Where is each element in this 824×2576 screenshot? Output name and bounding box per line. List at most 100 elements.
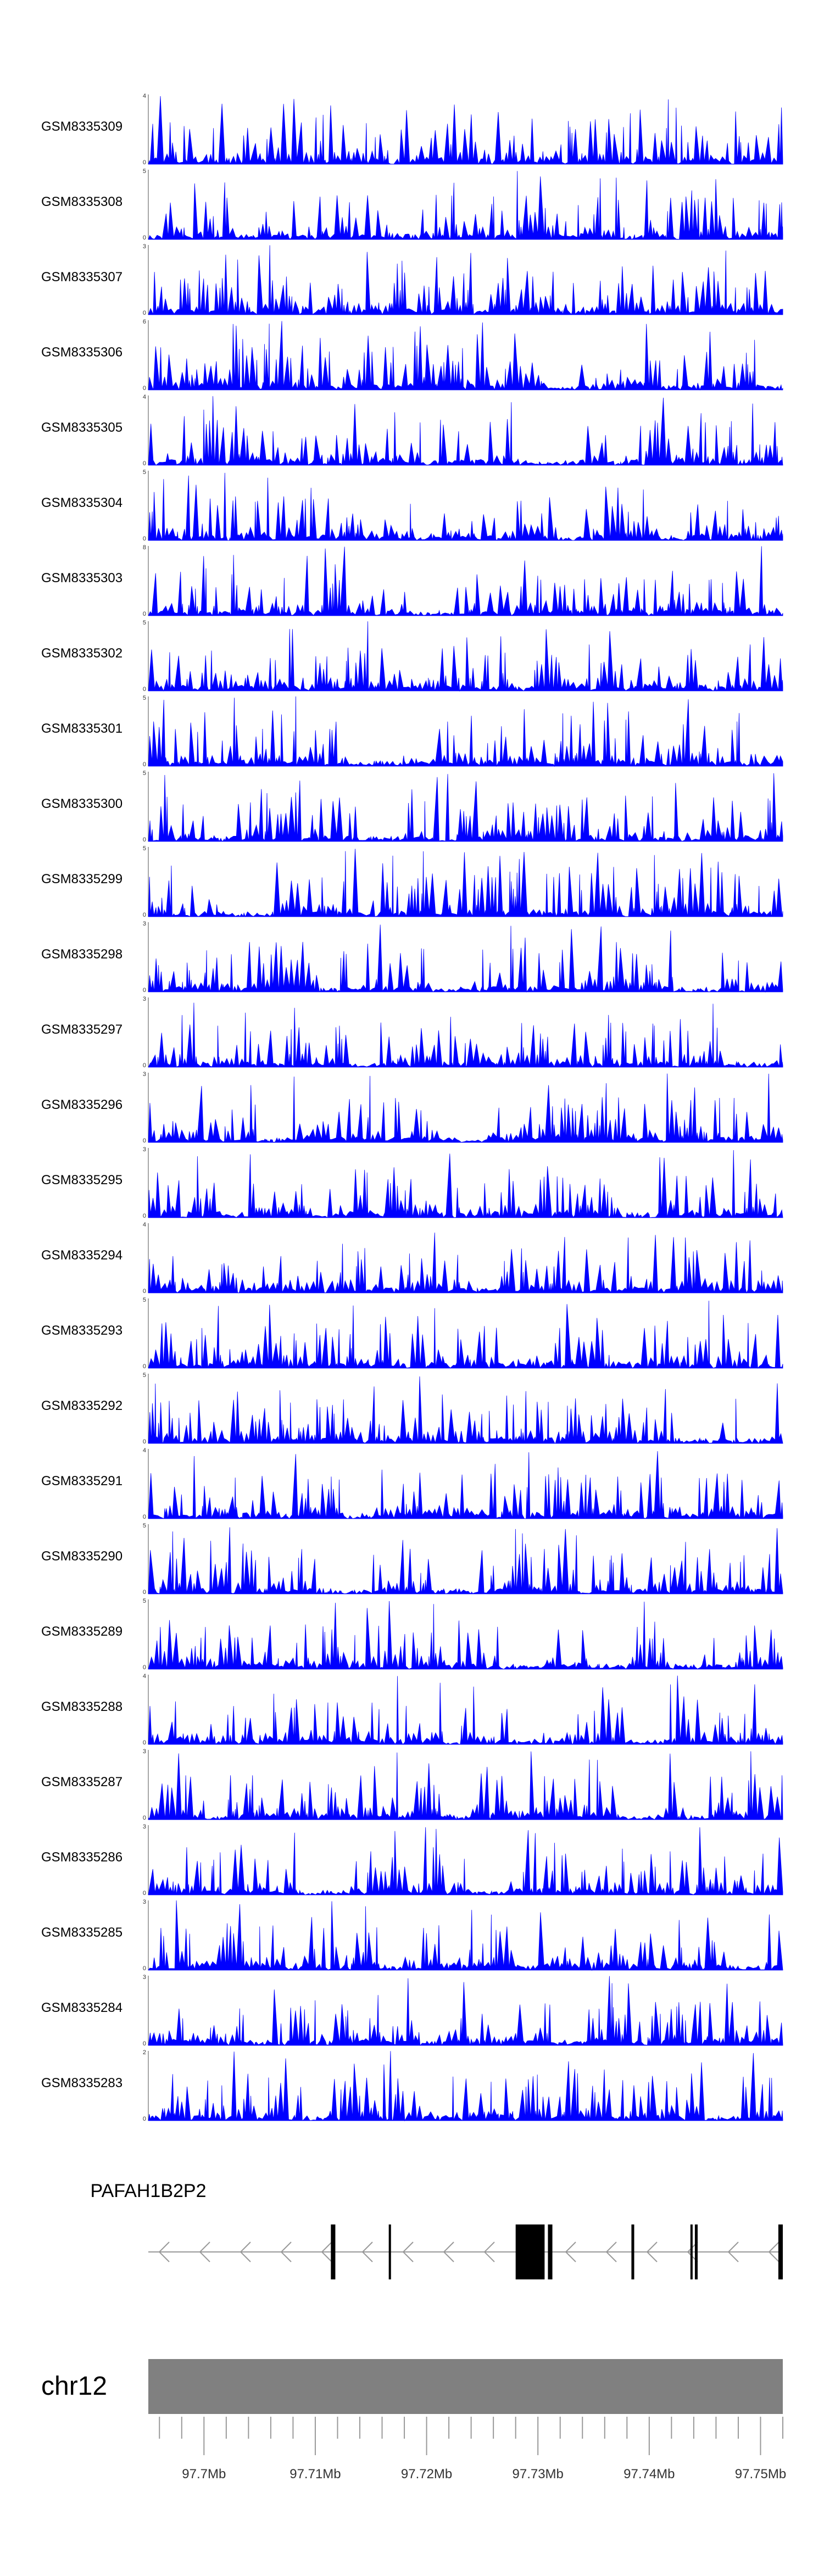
- track-label: GSM8335308: [41, 194, 123, 209]
- y-min-tick-label: 0: [143, 1363, 146, 1370]
- y-max-tick-label: 5: [143, 1372, 146, 1379]
- y-min-tick-label: 0: [143, 611, 146, 617]
- coverage-area: [148, 96, 783, 165]
- track-GSM8335297: GSM8335297 3 0: [41, 996, 783, 1069]
- y-min-tick-label: 0: [143, 1438, 146, 1445]
- coverage-area: [148, 1900, 783, 1971]
- chromosome-ideogram: chr12: [41, 2359, 783, 2414]
- x-tick-label: 97.71Mb: [289, 2467, 341, 2482]
- strand-arrow-icon: [321, 2242, 332, 2262]
- strand-arrow-icon: [727, 2242, 739, 2262]
- y-max-tick-label: 5: [143, 168, 146, 175]
- x-tick-label: 97.74Mb: [623, 2467, 675, 2482]
- y-max-tick-label: 4: [143, 1222, 146, 1228]
- chromosome-label: chr12: [41, 2372, 107, 2401]
- gene-exon: [548, 2224, 553, 2279]
- track-label: GSM8335309: [41, 119, 123, 134]
- track-GSM8335301: GSM8335301 5 0: [41, 695, 783, 768]
- track-GSM8335306: GSM8335306 6 0: [41, 319, 783, 392]
- y-min-tick-label: 0: [143, 686, 146, 693]
- y-max-tick-label: 3: [143, 1748, 146, 1755]
- coverage-area: [148, 396, 783, 466]
- y-max-tick-label: 8: [143, 544, 146, 551]
- y-min-tick-label: 0: [143, 1965, 146, 1972]
- strand-arrow-icon: [158, 2242, 170, 2262]
- y-max-tick-label: 3: [143, 1824, 146, 1830]
- track-GSM8335291: GSM8335291 4 0: [41, 1447, 783, 1520]
- gene-exon: [388, 2224, 391, 2279]
- y-min-tick-label: 0: [143, 1514, 146, 1520]
- coverage-area: [148, 1233, 783, 1294]
- track-label: GSM8335303: [41, 571, 123, 586]
- track-label: GSM8335302: [41, 646, 123, 661]
- y-min-tick-label: 0: [143, 1589, 146, 1596]
- y-max-tick-label: 3: [143, 1071, 146, 1078]
- y-min-tick-label: 0: [143, 310, 146, 316]
- chromosome-band: [148, 2359, 783, 2414]
- coverage-area: [148, 1002, 783, 1068]
- y-min-tick-label: 0: [143, 1664, 146, 1671]
- track-label: GSM8335305: [41, 420, 123, 435]
- y-max-tick-label: 4: [143, 394, 146, 400]
- y-min-tick-label: 0: [143, 235, 146, 241]
- track-label: GSM8335300: [41, 796, 123, 811]
- x-tick-label: 97.7Mb: [182, 2467, 226, 2482]
- coverage-tracks: GSM833530940GSM833530850GSM833530730GSM8…: [41, 93, 783, 2122]
- track-GSM8335300: GSM8335300 5 0: [41, 770, 783, 843]
- coverage-area: [148, 1527, 783, 1594]
- gene-exon: [690, 2224, 693, 2279]
- coverage-area: [148, 546, 783, 616]
- track-GSM8335303: GSM8335303 8 0: [41, 544, 783, 617]
- track-label: GSM8335292: [41, 1398, 123, 1413]
- y-max-tick-label: 3: [143, 243, 146, 250]
- strand-arrow-icon: [240, 2242, 251, 2262]
- gene-exon: [515, 2224, 545, 2279]
- y-min-tick-label: 0: [143, 987, 146, 994]
- gene-exon: [631, 2224, 634, 2279]
- track-label: GSM8335294: [41, 1248, 123, 1263]
- coverage-area: [148, 1150, 783, 1218]
- y-max-tick-label: 6: [143, 319, 146, 325]
- y-max-tick-label: 3: [143, 996, 146, 1002]
- coverage-area: [148, 171, 783, 241]
- track-GSM8335299: GSM8335299 5 0: [41, 845, 783, 918]
- genomic-axis: 97.7Mb 97.71Mb 97.72Mb 97.73Mb 97.74Mb 97.75M…: [159, 2417, 786, 2482]
- strand-arrow-icon: [768, 2242, 780, 2262]
- track-GSM8335284: GSM8335284 3 0: [41, 1974, 783, 2047]
- gene-label: PAFAH1B2P2: [90, 2181, 206, 2201]
- track-GSM8335308: GSM8335308 5 0: [41, 168, 783, 241]
- y-min-tick-label: 0: [143, 1138, 146, 1144]
- y-min-tick-label: 0: [143, 1062, 146, 1069]
- track-label: GSM8335295: [41, 1173, 123, 1187]
- track-label: GSM8335289: [41, 1624, 123, 1639]
- x-tick-label: 97.73Mb: [513, 2467, 564, 2482]
- y-min-tick-label: 0: [143, 1213, 146, 1219]
- strand-arrow-icon: [687, 2242, 698, 2262]
- coverage-area: [148, 1976, 783, 2046]
- coverage-area: [148, 849, 783, 918]
- track-label: GSM8335283: [41, 2076, 123, 2090]
- coverage-area: [148, 2051, 783, 2122]
- track-label: GSM8335307: [41, 270, 123, 285]
- y-max-tick-label: 5: [143, 695, 146, 701]
- y-min-tick-label: 0: [143, 912, 146, 918]
- strand-arrow-icon: [443, 2242, 454, 2262]
- strand-arrow-icon: [361, 2242, 373, 2262]
- y-min-tick-label: 0: [143, 2040, 146, 2047]
- track-label: GSM8335296: [41, 1097, 123, 1112]
- track-GSM8335302: GSM8335302 5 0: [41, 620, 783, 693]
- coverage-area: [148, 1675, 783, 1745]
- y-max-tick-label: 5: [143, 1598, 146, 1604]
- track-GSM8335283: GSM8335283 2 0: [41, 2049, 783, 2122]
- coverage-area: [148, 472, 783, 542]
- y-max-tick-label: 5: [143, 845, 146, 852]
- track-GSM8335295: GSM8335295 3 0: [41, 1146, 783, 1219]
- track-GSM8335296: GSM8335296 3 0: [41, 1071, 783, 1144]
- y-max-tick-label: 2: [143, 2049, 146, 2056]
- track-label: GSM8335298: [41, 947, 123, 962]
- y-max-tick-label: 4: [143, 1673, 146, 1680]
- track-label: GSM8335290: [41, 1549, 123, 1564]
- strand-arrow-icon: [646, 2242, 658, 2262]
- track-label: GSM8335291: [41, 1474, 123, 1488]
